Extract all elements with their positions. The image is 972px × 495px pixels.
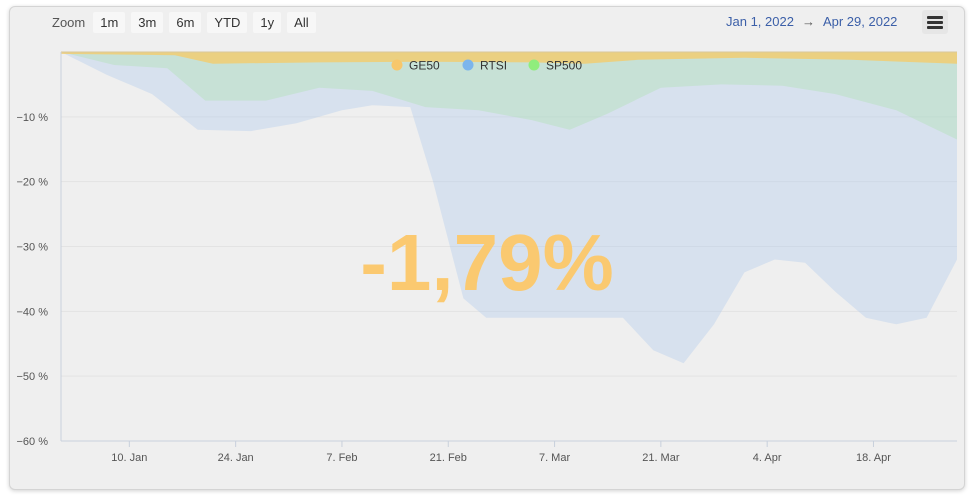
- x-tick-label-6: 4. Apr: [753, 452, 782, 464]
- series-areas: [61, 51, 957, 364]
- range-from-input[interactable]: Jan 1, 2022: [726, 14, 794, 29]
- x-tick-label-4: 7. Mar: [539, 452, 571, 464]
- x-tick-label-0: 10. Jan: [111, 452, 147, 464]
- zoom-label: Zoom: [52, 14, 86, 30]
- hamburger-menu-icon[interactable]: [922, 10, 948, 34]
- zoom-1y-button[interactable]: 1y: [253, 11, 282, 33]
- y-tick-label-2: −30 %: [17, 242, 49, 254]
- y-axis-ticks: −10 % −20 % −30 % −40 % −50 % −60 %: [17, 112, 49, 448]
- legend: GE50 RTSI SP500: [391, 59, 582, 73]
- chart-container: [9, 6, 965, 490]
- legend-label-sp500: SP500: [546, 59, 582, 73]
- legend-label-rtsi: RTSI: [480, 59, 507, 73]
- series-area-rtsi: [61, 52, 957, 364]
- legend-marker-ge50: [391, 59, 403, 71]
- y-tick-label-4: −50 %: [17, 371, 49, 383]
- date-range: Jan 1, 2022 → Apr 29, 2022: [726, 14, 897, 29]
- zoom-all-button[interactable]: All: [287, 11, 316, 33]
- y-tick-label-1: −20 %: [17, 177, 49, 189]
- zoom-1m-button[interactable]: 1m: [93, 11, 126, 33]
- range-to-input[interactable]: Apr 29, 2022: [822, 14, 898, 29]
- x-tick-label-5: 21. Mar: [642, 452, 680, 464]
- y-tick-label-0: −10 %: [17, 112, 49, 124]
- legend-marker-rtsi: [462, 59, 474, 71]
- legend-marker-sp500: [528, 59, 540, 71]
- y-tick-label-5: −60 %: [17, 436, 49, 448]
- change-overlay-text: -1,79%: [360, 218, 613, 307]
- zoom-ytd-button[interactable]: YTD: [207, 11, 248, 33]
- y-tick-label-3: −40 %: [17, 306, 49, 318]
- series-area-ge50: [61, 52, 957, 64]
- x-tick-label-3: 21. Feb: [430, 452, 467, 464]
- range-arrow-icon: →: [801, 14, 815, 29]
- zoom-toolbar: Zoom 1m 3m 6m YTD 1y All: [52, 11, 316, 33]
- x-tick-label-1: 24. Jan: [218, 452, 254, 464]
- x-tick-label-2: 7. Feb: [326, 452, 357, 464]
- legend-label-ge50: GE50: [409, 59, 440, 73]
- x-tick-label-7: 18. Apr: [856, 452, 891, 464]
- axes: [60, 52, 957, 442]
- x-axis-ticks: 10. Jan 24. Jan 7. Feb 21. Feb 7. Mar 21. Mar…: [111, 441, 891, 464]
- zoom-3m-button[interactable]: 3m: [131, 11, 164, 33]
- series-area-sp500: [61, 52, 957, 140]
- zoom-6m-button[interactable]: 6m: [169, 11, 202, 33]
